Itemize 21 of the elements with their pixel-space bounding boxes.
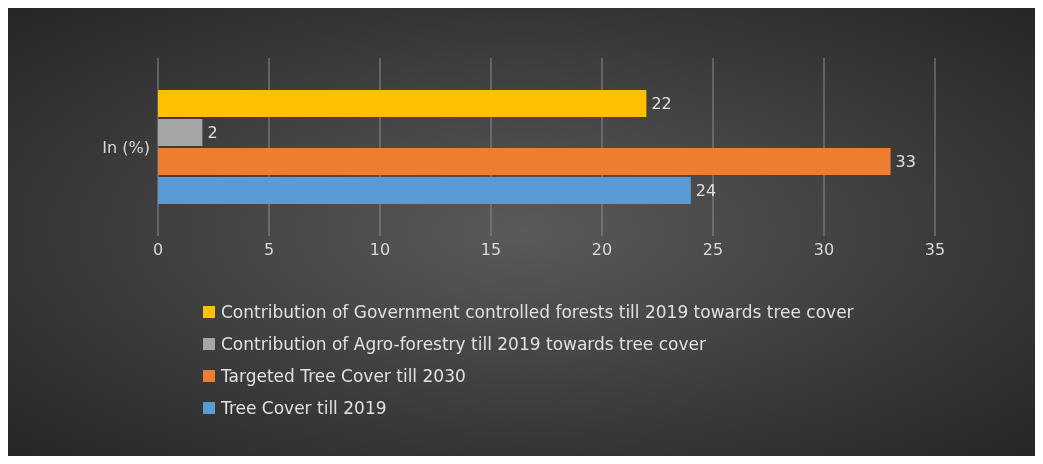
x-tick-label: 30	[813, 240, 835, 260]
x-tick-label: 10	[369, 240, 391, 260]
x-tick-label: 35	[924, 240, 946, 260]
data-label: 22	[651, 94, 672, 114]
legend-label: Contribution of Government controlled forests till 2019 towards tree cover	[221, 301, 854, 324]
bar	[158, 90, 647, 118]
legend-label: Contribution of Agro-forestry till 2019 towards tree cover	[221, 333, 706, 356]
x-tick-label: 20	[591, 240, 613, 260]
x-tick-label: 15	[480, 240, 502, 260]
y-tick-label: In (%)	[102, 137, 150, 157]
data-label: 33	[895, 152, 916, 172]
data-label: 24	[695, 181, 717, 201]
legend-label: Tree Cover till 2019	[221, 397, 387, 420]
x-tick-label: 25	[702, 240, 724, 260]
bar	[158, 148, 891, 176]
bar	[158, 119, 203, 147]
bar	[158, 177, 691, 205]
x-tick-label: 5	[263, 240, 275, 260]
legend-label: Targeted Tree Cover till 2030	[221, 365, 466, 388]
data-label: 2	[207, 123, 218, 143]
x-tick-label: 0	[152, 240, 164, 260]
